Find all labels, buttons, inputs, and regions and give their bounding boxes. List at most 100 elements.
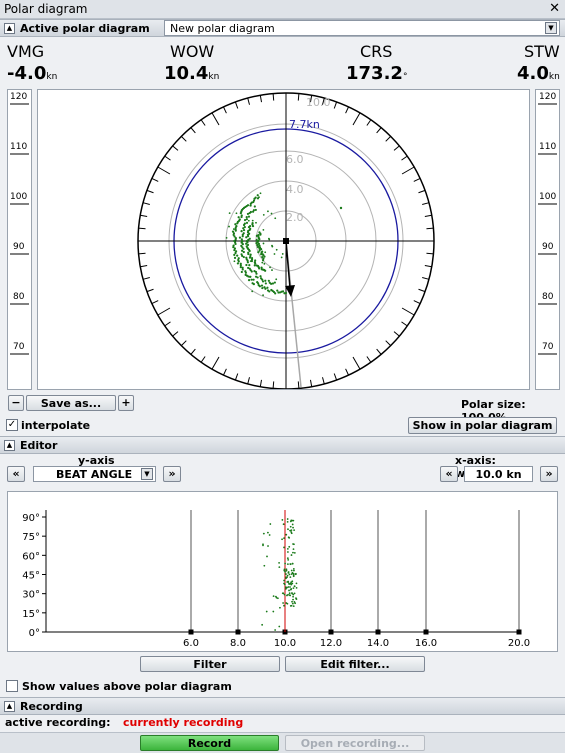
record-button[interactable]: Record [140,735,279,751]
zoom-in-button[interactable]: + [118,395,134,411]
x-axis-prev-button[interactable]: « [440,466,458,482]
polar-data-point [262,228,265,231]
polar-diagram-select[interactable]: New polar diagram ▼ [164,20,560,36]
editor-data-point [291,600,293,603]
left-scale-label: 120 [10,92,28,102]
polar-tick [352,112,361,126]
polar-data-point [260,284,264,287]
polar-data-point [280,256,283,259]
gauge-wow-label: WOW [170,42,215,61]
collapse-arrow-icon[interactable]: ▲ [4,440,15,451]
editor-data-point [289,563,292,566]
editor-data-point [292,526,294,529]
left-scale-label: 100 [10,192,28,202]
polar-data-point [234,251,237,255]
polar-data-point [235,212,238,215]
right-scale-label: 100 [539,192,557,202]
editor-x-tick-label: 12.0 [320,638,342,649]
zoom-out-button[interactable]: − [8,395,24,411]
editor-data-point [283,604,285,607]
editor-section-label: Editor [20,439,58,452]
filter-button[interactable]: Filter [140,656,280,672]
polar-tick [393,145,400,151]
editor-data-point [283,569,286,572]
save-as-button[interactable]: Save as... [26,395,116,411]
y-axis-select[interactable]: BEAT ANGLE ▼ [33,466,156,482]
polar-heading-needle [285,240,291,289]
chevron-down-icon[interactable]: ▼ [141,468,153,480]
editor-data-point [281,519,284,521]
editor-y-tick-label: 30° [22,590,40,601]
editor-data-point [283,593,286,596]
gauge-crs-unit: ° [402,72,408,82]
interpolate-checkbox[interactable]: ✓ [6,419,18,431]
collapse-arrow-icon[interactable]: ▲ [4,701,15,712]
polar-ring-label: 2.0 [286,211,304,224]
open-recording-button[interactable]: Open recording... [285,735,425,751]
polar-data-point [235,250,238,253]
polar-data-point [239,262,242,265]
editor-x-tick-label: 14.0 [367,638,389,649]
editor-data-point [286,557,289,560]
editor-data-point [282,602,284,604]
editor-data-point [285,533,288,536]
close-icon[interactable]: ✕ [549,1,560,16]
editor-data-point [274,629,277,631]
gauge-vmg-unit: kn [46,72,58,82]
editor-data-point [278,566,281,569]
edit-filter-button[interactable]: Edit filter... [285,656,425,672]
polar-data-point [270,212,273,215]
polar-data-point [268,281,271,284]
x-axis-next-button[interactable]: » [540,466,558,482]
editor-chart-panel[interactable]: 90° 75° 60° 45° 30° 15° 0° 6.0 8.0 10.0 12.0 14.0 1… [7,491,558,652]
editor-data-point [292,587,295,590]
polar-data-point [243,218,247,222]
polar-data-point [259,275,262,278]
polar-data-point [276,289,279,292]
show-in-polar-diagram-button[interactable]: Show in polar diagram ▼ [408,417,557,446]
show-values-checkbox[interactable] [6,680,18,692]
polar-data-point [251,219,254,222]
chevron-down-icon[interactable]: ▼ [545,22,557,34]
y-axis-prev-button[interactable]: « [7,466,25,482]
polar-tick [200,356,206,363]
polar-diagram: 10.0 7.7kn 6.0 4.0 2.0 [137,92,435,390]
polar-data-point [247,215,251,218]
polar-data-point [260,268,263,271]
polar-data-point [242,255,245,259]
recording-header[interactable]: ▲ Recording [0,697,565,715]
editor-data-point [290,583,293,586]
polar-diagram-panel[interactable]: 10.0 7.7kn 6.0 4.0 2.0 [37,89,530,390]
editor-data-point [292,574,295,577]
editor-data-point [290,554,293,556]
editor-header[interactable]: ▲ Editor [0,436,565,454]
collapse-arrow-icon[interactable]: ▲ [4,23,15,34]
right-scale-label: 120 [539,92,557,102]
editor-data-point [295,582,298,585]
polar-data-point [274,292,277,295]
editor-data-point [287,536,290,539]
y-axis-select-value: BEAT ANGLE [56,468,133,481]
polar-data-point [260,252,263,255]
polar-data-point [261,280,265,283]
x-axis-value-field[interactable]: 10.0 kn [464,466,533,482]
polar-data-point [254,196,257,199]
polar-data-point [275,248,278,251]
polar-data-point [249,260,252,262]
polar-data-point [237,258,240,262]
polar-data-point [262,214,265,216]
editor-data-point [269,523,272,525]
polar-data-point [268,238,271,241]
polar-data-point [228,212,231,214]
y-axis-next-button[interactable]: » [163,466,181,482]
polar-data-point [242,250,245,254]
polar-data-point [283,292,286,295]
editor-data-points [261,518,298,631]
polar-data-point [244,270,247,273]
x-axis-value: 10.0 kn [475,468,522,481]
polar-data-point [270,288,273,292]
polar-data-point [256,194,259,197]
polar-tick [146,288,154,293]
y-axis-title: y-axis [78,454,115,467]
polar-tick [426,227,434,230]
